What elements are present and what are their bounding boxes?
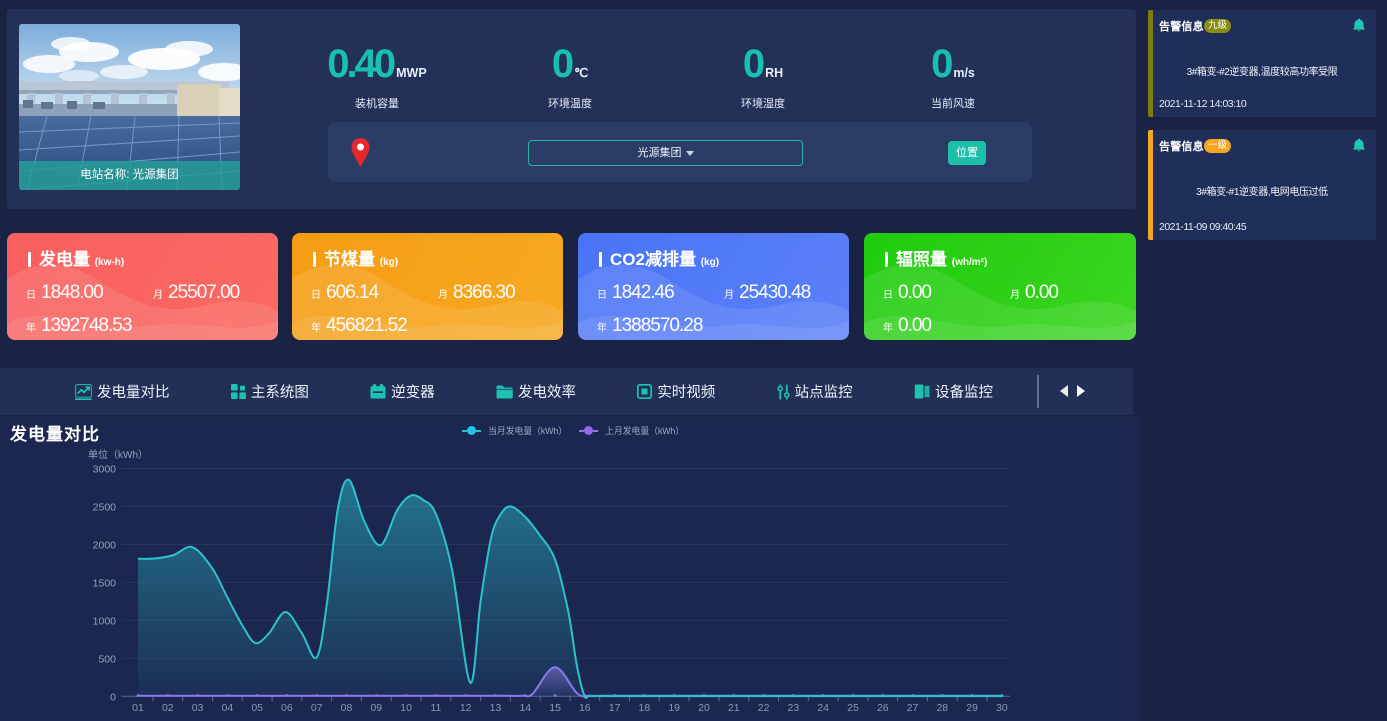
svg-text:12: 12 [460,702,472,714]
svg-text:30: 30 [996,702,1008,714]
svg-text:01: 01 [132,702,144,714]
svg-text:22: 22 [758,702,770,714]
svg-text:28: 28 [936,702,948,714]
svg-text:0: 0 [110,691,116,703]
svg-text:04: 04 [222,702,234,714]
svg-text:18: 18 [639,702,651,714]
svg-text:05: 05 [251,702,263,714]
svg-text:1500: 1500 [93,577,117,589]
svg-text:2000: 2000 [93,539,117,551]
svg-text:29: 29 [966,702,978,714]
svg-text:02: 02 [162,702,174,714]
svg-text:09: 09 [370,702,382,714]
svg-text:21: 21 [728,702,740,714]
svg-text:14: 14 [519,702,531,714]
svg-text:26: 26 [877,702,889,714]
svg-text:25: 25 [847,702,859,714]
svg-text:500: 500 [98,653,116,665]
svg-text:17: 17 [609,702,621,714]
svg-text:1000: 1000 [93,615,117,627]
svg-text:23: 23 [788,702,800,714]
svg-text:07: 07 [311,702,323,714]
svg-text:10: 10 [400,702,412,714]
svg-text:15: 15 [549,702,561,714]
svg-text:06: 06 [281,702,293,714]
svg-text:27: 27 [907,702,919,714]
svg-text:3000: 3000 [93,463,117,475]
svg-text:24: 24 [817,702,829,714]
svg-text:03: 03 [192,702,204,714]
svg-text:19: 19 [668,702,680,714]
svg-text:16: 16 [579,702,591,714]
svg-text:08: 08 [341,702,353,714]
svg-text:11: 11 [430,702,441,714]
svg-text:20: 20 [698,702,710,714]
svg-text:2500: 2500 [93,501,117,513]
svg-text:13: 13 [490,702,502,714]
